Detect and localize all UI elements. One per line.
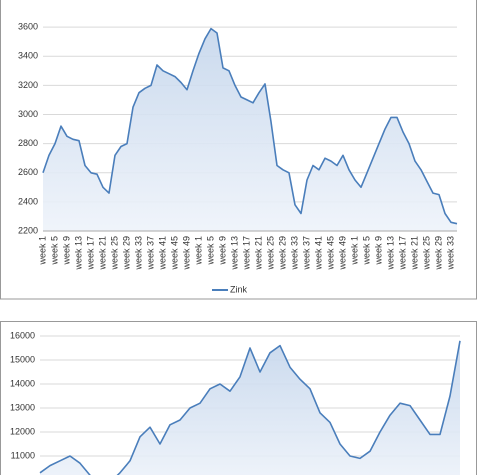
y-tick-label: 16000 (10, 330, 35, 340)
y-tick-label: 3600 (18, 22, 38, 32)
y-tick-label: 17000 (10, 306, 35, 316)
x-tick-label: week 21 (409, 236, 419, 271)
x-tick-label: week 29 (277, 236, 287, 271)
x-tick-label: week 17 (241, 236, 251, 271)
x-tick-label: week 5 (49, 236, 59, 266)
area (40, 340, 460, 475)
y-tick-label: 15000 (10, 354, 35, 364)
line (39, 340, 461, 475)
x-tick-label: week 25 (265, 236, 275, 271)
y-tick-label: 14000 (10, 378, 35, 388)
y-tick-label: 12000 (10, 426, 35, 436)
chart-frame (0, 0, 477, 300)
y-tick-label: 2800 (18, 138, 38, 148)
x-tick-label: week 29 (121, 236, 131, 271)
y-tick-label: 11000 (11, 450, 35, 460)
chart-frame (0, 321, 477, 475)
x-tick-label: week 17 (397, 236, 407, 271)
x-tick-label: week 13 (229, 236, 239, 271)
x-tick-label: week 5 (205, 236, 215, 266)
y-tick-label: 3200 (18, 80, 38, 90)
plot: 11000 12000 13000 14000 15000 16000 17000 (10, 306, 461, 475)
x-tick-label: week 5 (361, 236, 371, 266)
x-tick-label: week 9 (373, 236, 383, 266)
y-tick-label: 2200 (18, 225, 38, 235)
area (43, 28, 457, 231)
x-tick-label: week 21 (253, 236, 263, 271)
x-tick-label: week 13 (385, 236, 395, 271)
x-tick-label: week 1 (193, 236, 203, 266)
x-tick-label: week 33 (133, 236, 143, 271)
y-tick-label: 13000 (10, 402, 35, 412)
line (42, 27, 458, 225)
x-tick-label: week 9 (217, 236, 227, 266)
x-tick-label: week 25 (109, 236, 119, 271)
x-tick-label: week 49 (181, 236, 191, 271)
x-tick-label: week 25 (421, 236, 431, 271)
x-tick-label: week 41 (157, 236, 167, 271)
x-tick-label: week 41 (313, 236, 323, 271)
y-tick-label: 2400 (18, 196, 38, 206)
x-tick-label: week 37 (145, 236, 155, 271)
x-tick-label: week 33 (289, 236, 299, 271)
legend-label: Zink (230, 284, 248, 294)
x-tick-label: week 1 (37, 236, 47, 266)
y-tick-label: 3400 (18, 51, 38, 61)
x-tick-label: week 21 (97, 236, 107, 271)
x-tick-label: week 29 (433, 236, 443, 271)
x-tick-label: week 17 (85, 236, 95, 271)
x-tick-label: week 37 (301, 236, 311, 271)
y-tick-label: 3000 (18, 109, 38, 119)
x-tick-label: week 9 (61, 236, 71, 266)
x-tick-label: week 33 (445, 236, 455, 271)
x-tick-label: week 1 (349, 236, 359, 266)
x-tick-label: week 13 (73, 236, 83, 271)
x-tick-label: week 45 (169, 236, 179, 271)
y-tick-label: 2600 (18, 167, 38, 177)
x-tick-label: week 49 (337, 236, 347, 271)
x-tick-label: week 45 (325, 236, 335, 271)
